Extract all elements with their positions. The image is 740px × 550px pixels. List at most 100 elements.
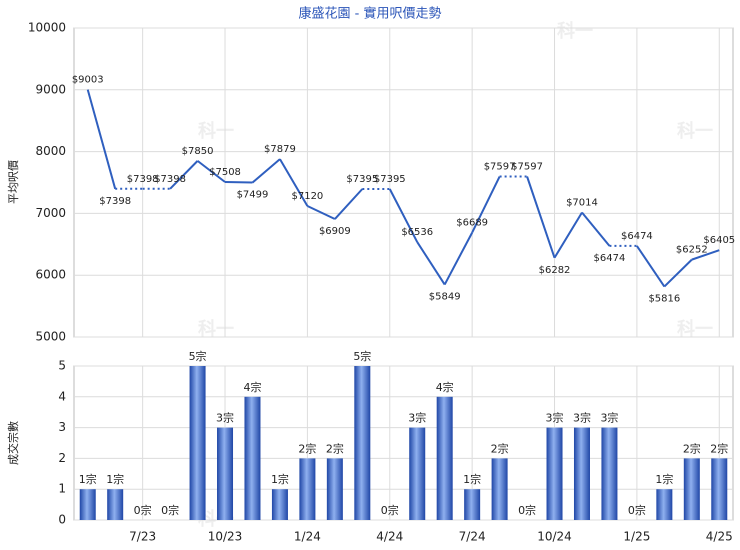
line-segment [581,211,611,247]
data-label: 5宗 [353,349,371,363]
data-label: 2宗 [683,441,701,455]
data-label: $9003 [72,75,104,86]
bar [244,396,261,520]
data-label: $5849 [429,292,461,303]
chart-title: 康盛花園 - 實用呎價走勢 [299,6,442,22]
data-label: $7398 [127,174,159,185]
x-tick-label: 10/24 [537,530,572,544]
data-label: $7395 [346,174,378,185]
y-tick-label: 5 [58,359,66,373]
data-label: $7879 [264,144,296,155]
x-tick-label: 4/25 [706,530,733,544]
x-tick-label: 10/23 [208,530,243,544]
line-segment [279,158,309,207]
x-tick-label: 7/23 [129,530,156,544]
data-label: 3宗 [546,411,564,425]
y-tick-label: 9000 [35,82,66,96]
data-label: $7014 [566,198,598,209]
data-label: 4宗 [436,380,454,394]
data-label: $5816 [648,294,680,305]
line-segment [388,188,419,243]
line-segment [416,241,446,286]
data-label: 1宗 [655,472,673,486]
line-segment [86,89,117,190]
data-label: $7499 [237,190,269,201]
bar [683,458,700,520]
data-label: 2宗 [710,441,728,455]
bar [271,489,288,520]
data-label: 3宗 [408,411,426,425]
line-segment [306,205,336,220]
y-tick-label: 4 [58,389,66,403]
data-label: $7597 [511,162,543,173]
data-label: $6405 [703,235,735,246]
y-tick-label: 10000 [28,21,66,35]
data-label: $6689 [456,218,488,229]
bar [436,396,453,520]
data-label: $7395 [374,174,406,185]
x-tick-label: 1/25 [623,530,650,544]
line-segment [196,160,226,183]
bar [409,427,426,520]
y-tick-label: 8000 [35,144,66,158]
bar [573,427,590,520]
data-label: $7508 [209,167,241,178]
data-label: 2宗 [298,441,316,455]
line-segment [471,176,501,234]
line-segment [553,212,583,259]
watermark: 科一 [557,20,593,42]
x-tick-label: 1/24 [294,530,321,544]
y-tick-label: 0 [58,513,66,527]
bar [299,458,316,520]
bar [711,458,728,520]
y-tick-label: 3 [58,420,66,434]
data-label: 5宗 [189,349,207,363]
data-label: 0宗 [518,503,536,517]
data-label: 1宗 [106,472,124,486]
data-label: 3宗 [573,411,591,425]
data-label: $7398 [99,196,131,207]
bar [601,427,618,520]
bar [217,427,234,520]
line-segment [443,232,474,285]
data-label: $6474 [621,231,653,242]
data-label: 0宗 [381,503,399,517]
y-axis-label: 成交宗數 [6,421,20,465]
bar [464,489,481,520]
data-label: $6252 [676,245,708,256]
data-label: 4宗 [243,380,261,394]
data-label: 2宗 [491,441,509,455]
line-segment [526,176,556,259]
x-tick-label: 7/24 [459,530,486,544]
line-segment [225,181,253,184]
data-label: $6282 [539,265,571,276]
y-tick-label: 5000 [35,330,66,344]
y-axis-label: 平均呎價 [6,160,20,204]
watermark: 科一 [677,120,713,142]
bar [79,489,96,520]
data-label: 0宗 [161,503,179,517]
data-label: 0宗 [134,503,152,517]
watermark: 科一 [198,120,234,142]
data-label: $6909 [319,226,351,237]
data-label: $7120 [291,191,323,202]
bar [189,366,206,520]
data-label: $7597 [484,162,516,173]
data-label: 1宗 [271,472,289,486]
bar [491,458,508,520]
bar [656,489,673,520]
watermark: 科一 [677,318,713,340]
line-segment [251,158,281,184]
data-label: 3宗 [600,411,618,425]
bar [546,427,563,520]
data-label: $6536 [401,227,433,238]
y-tick-label: 7000 [35,206,66,220]
data-label: 1宗 [463,472,481,486]
bar [326,458,343,520]
line-segment [691,249,720,261]
line-segment [663,258,693,288]
data-label: $6474 [594,253,626,264]
data-label: $7398 [154,174,186,185]
x-tick-label: 4/24 [376,530,403,544]
